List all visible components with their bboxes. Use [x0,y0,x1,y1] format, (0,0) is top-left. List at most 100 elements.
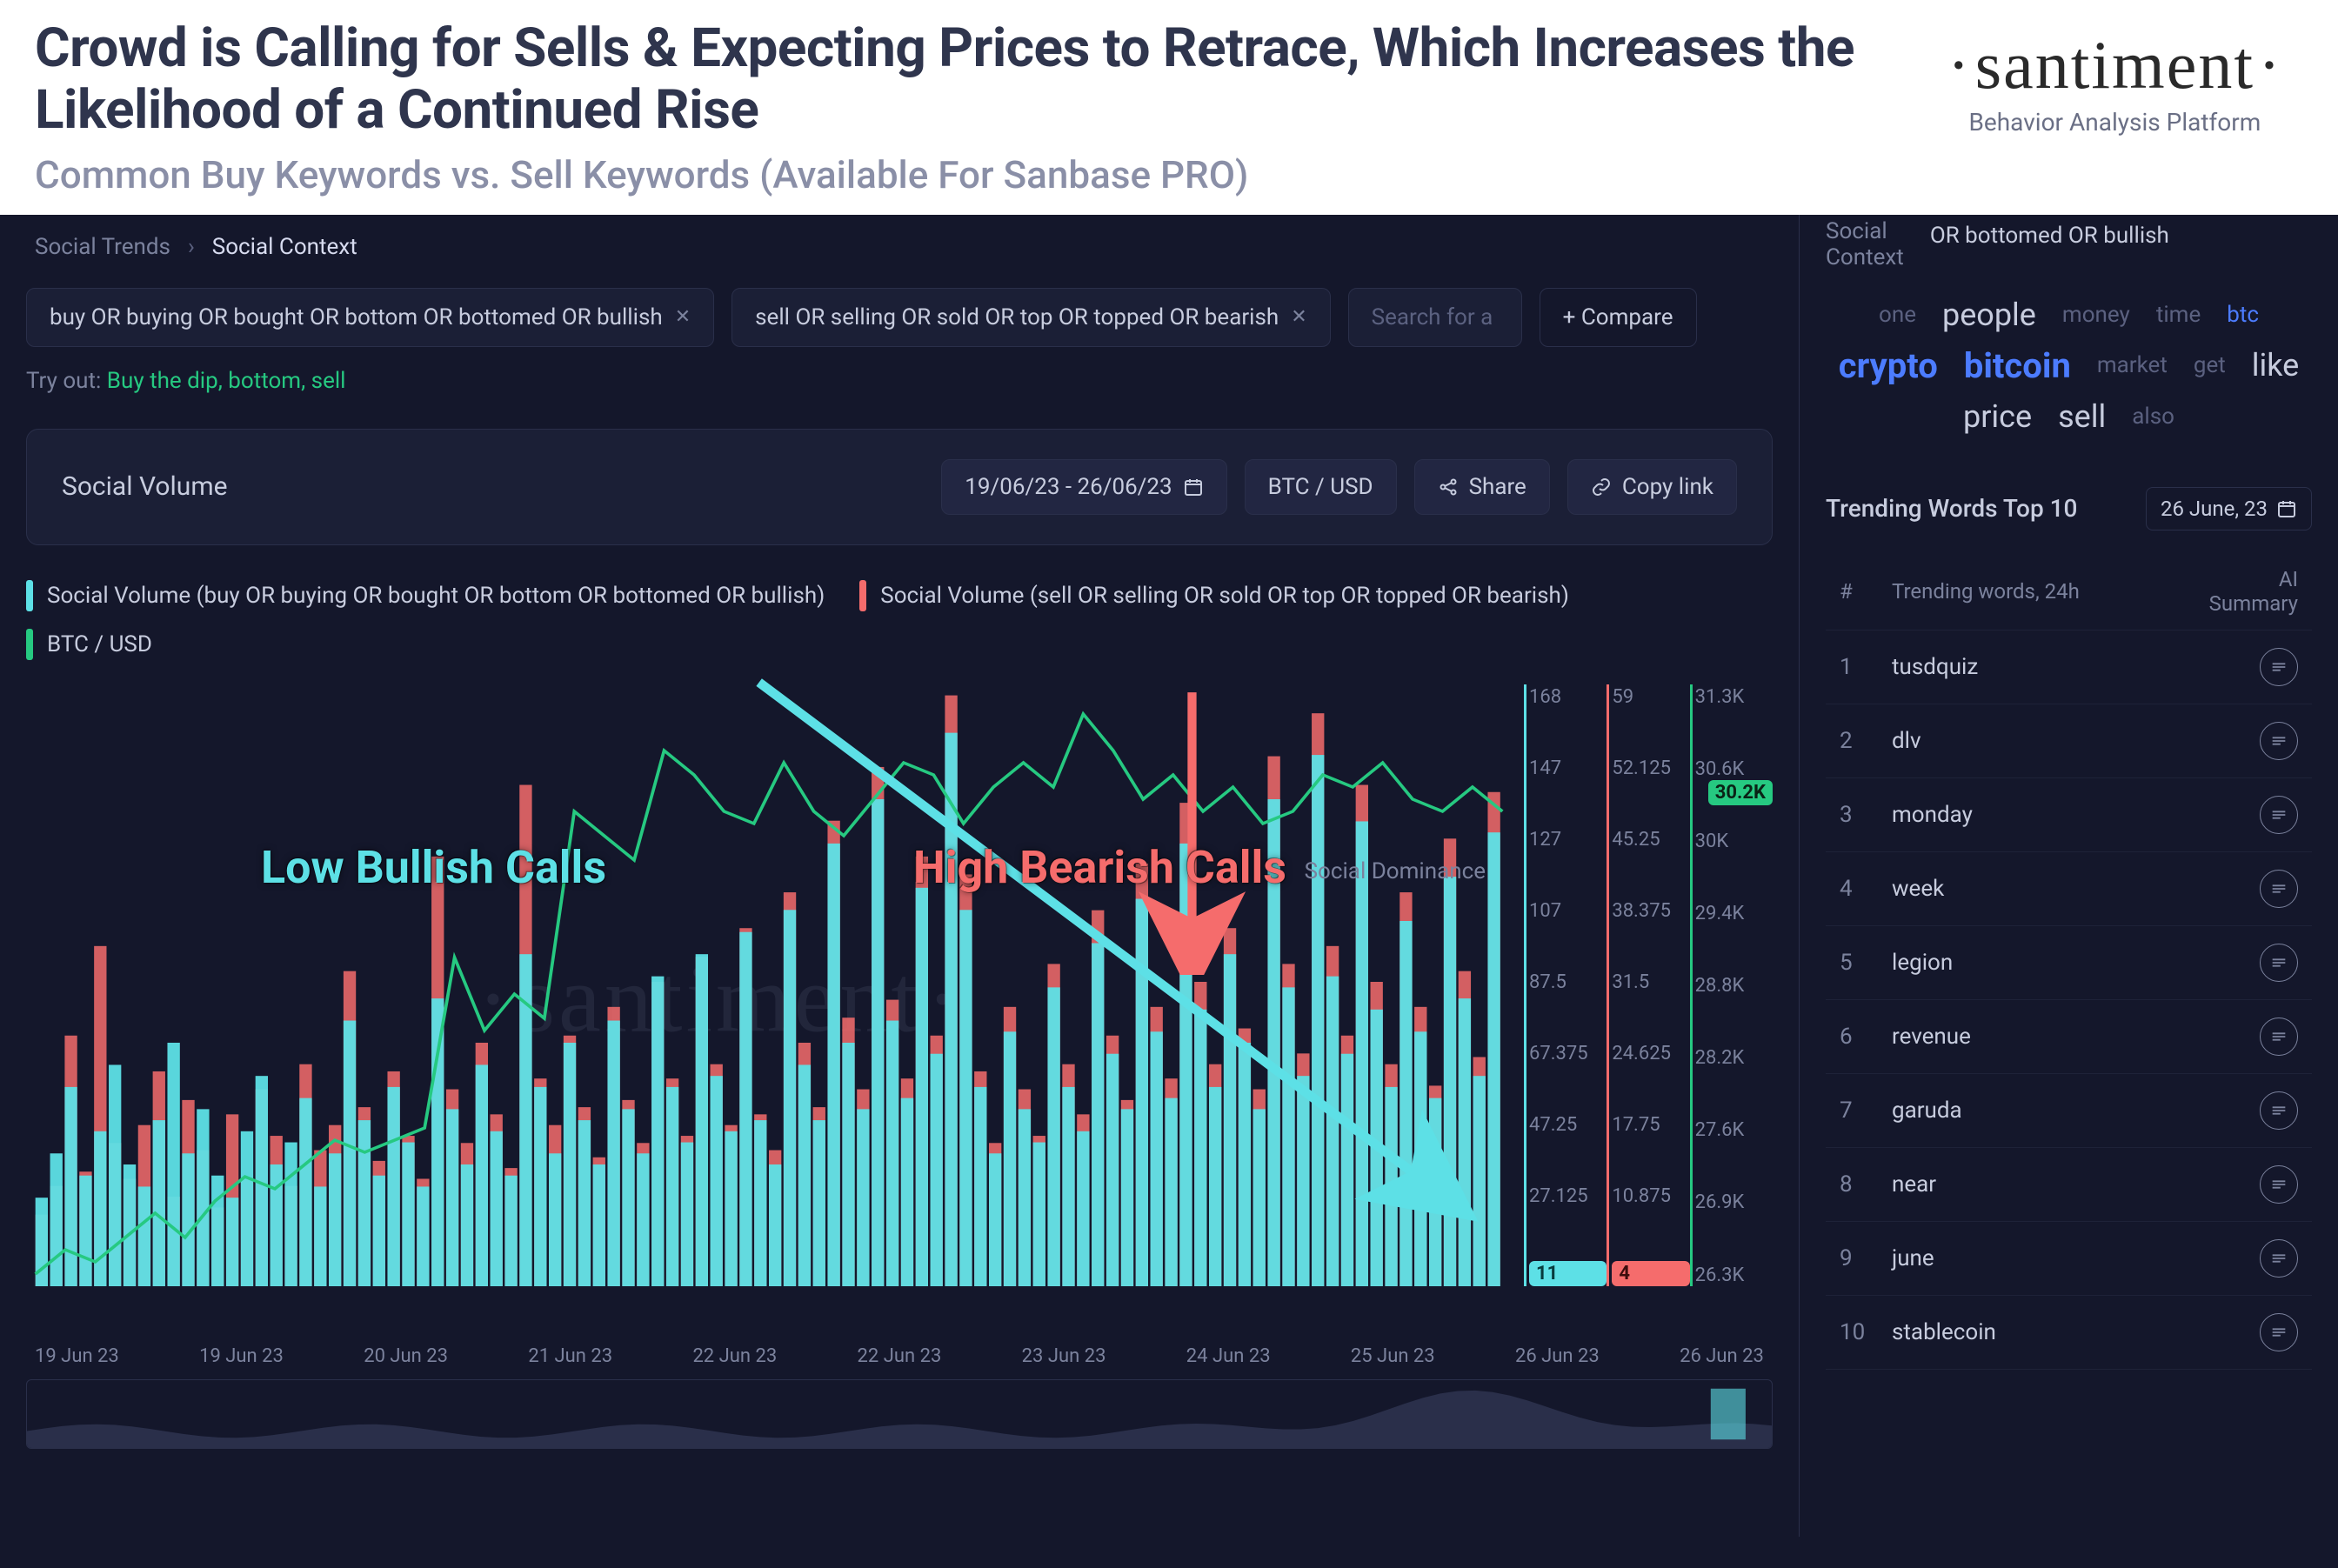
minimap-svg [27,1380,1772,1448]
ai-summary-icon[interactable] [2260,1091,2298,1130]
calendar-icon [1183,477,1204,497]
x-axis: 19 Jun 2319 Jun 2320 Jun 2321 Jun 2322 J… [26,1338,1773,1367]
row-index: 4 [1840,876,1874,902]
table-row[interactable]: 4 week [1826,852,2312,926]
page-header: Crowd is Calling for Sells & Expecting P… [0,0,2338,215]
tryout-label: Try out: [26,368,101,394]
table-row[interactable]: 1 tusdquiz [1826,631,2312,704]
calendar-icon [2276,498,2297,519]
table-row[interactable]: 8 near [1826,1148,2312,1222]
search-input[interactable]: Search for a [1348,288,1522,347]
copy-link-button[interactable]: Copy link [1567,459,1737,515]
y-axis-buy: 16814712710787.567.37547.2527.12511 [1529,677,1607,1338]
ai-summary-icon[interactable] [2260,1313,2298,1351]
breadcrumb-current: Social Context [212,234,357,260]
chart-svg [26,677,1512,1338]
compare-button[interactable]: + Compare [1540,288,1697,347]
query-pill-buy[interactable]: buy OR buying OR bought OR bottom OR bot… [26,288,714,347]
row-index: 2 [1840,728,1874,754]
row-index: 6 [1840,1024,1874,1050]
row-word: week [1892,876,2242,902]
trending-date-picker[interactable]: 26 June, 23 [2146,487,2312,530]
col-word: Trending words, 24h [1892,579,2176,604]
cloud-word[interactable]: market [2097,352,2168,378]
query-pill-sell[interactable]: sell OR selling OR sold OR top OR topped… [731,288,1331,347]
legend-price[interactable]: BTC / USD [26,629,152,660]
row-word: revenue [1892,1024,2242,1050]
table-row[interactable]: 2 dlv [1826,704,2312,778]
table-row[interactable]: 10 stablecoin [1826,1296,2312,1370]
ai-summary-icon[interactable] [2260,648,2298,686]
cloud-word[interactable]: price [1963,398,2032,435]
ai-summary-icon[interactable] [2260,944,2298,982]
ai-summary-icon[interactable] [2260,1165,2298,1204]
cloud-word[interactable]: also [2132,404,2174,430]
row-index: 7 [1840,1098,1874,1124]
ai-summary-icon[interactable] [2260,870,2298,908]
ai-summary-icon[interactable] [2260,796,2298,834]
chart-title: Social Volume [62,471,228,502]
share-icon [1438,477,1459,497]
row-index: 8 [1840,1171,1874,1198]
cloud-word[interactable]: time [2156,302,2201,328]
col-ai: AI Summary [2194,567,2298,616]
date-range-button[interactable]: 19/06/23 - 26/06/23 [941,459,1226,515]
row-word: tusdquiz [1892,654,2242,680]
close-icon[interactable]: ✕ [675,306,691,328]
row-index: 9 [1840,1245,1874,1271]
page-title: Crowd is Calling for Sells & Expecting P… [35,17,1944,142]
tryout-links[interactable]: Buy the dip, bottom, sell [107,368,346,394]
table-row[interactable]: 9 june [1826,1222,2312,1296]
col-idx: # [1840,579,1874,604]
chevron-right-icon: › [188,234,195,260]
side-context-query: OR bottomed OR bullish [1930,218,2169,270]
cloud-word[interactable]: sell [2058,398,2106,435]
word-cloud: one people money timebtc crypto bitcoin market… [1826,297,2312,435]
cloud-word[interactable]: crypto [1839,345,1938,386]
ai-summary-icon[interactable] [2260,722,2298,760]
close-icon[interactable]: ✕ [1291,306,1306,328]
row-word: dlv [1892,728,2242,754]
breadcrumb-root[interactable]: Social Trends [35,234,170,260]
row-index: 3 [1840,802,1874,828]
legend-sell[interactable]: Social Volume (sell OR selling OR sold O… [859,580,1569,611]
cloud-word[interactable]: btc [2227,302,2259,328]
row-word: june [1892,1245,2242,1271]
santiment-logo: santiment [1944,26,2286,104]
ai-summary-icon[interactable] [2260,1239,2298,1278]
chart-toolbar: Social Volume 19/06/23 - 26/06/23 BTC / … [26,429,1773,545]
legend-buy[interactable]: Social Volume (buy OR buying OR bought O… [26,580,825,611]
link-icon [1591,477,1612,497]
minimap[interactable] [26,1379,1773,1449]
pair-button[interactable]: BTC / USD [1245,459,1397,515]
logo-subtitle: Behavior Analysis Platform [1944,108,2286,137]
row-word: garuda [1892,1098,2242,1124]
query-pill-sell-text: sell OR selling OR sold OR top OR topped… [755,304,1279,330]
table-row[interactable]: 6 revenue [1826,1000,2312,1074]
y-axis-price: 31.3K30.6K30K29.4K28.8K28.2K27.6K26.9K26… [1695,677,1773,1338]
cloud-word[interactable]: like [2252,347,2300,384]
cloud-word[interactable]: bitcoin [1964,345,2071,386]
trending-title: Trending Words Top 10 [1826,494,2077,523]
cloud-word[interactable]: people [1942,297,2036,333]
table-row[interactable]: 5 legion [1826,926,2312,1000]
row-index: 5 [1840,950,1874,976]
chart-legend: Social Volume (buy OR buying OR bought O… [26,580,1773,611]
cloud-word[interactable]: one [1879,302,1916,328]
breadcrumb: Social Trends › Social Context [26,215,1773,279]
query-pill-buy-text: buy OR buying OR bought OR bottom OR bot… [50,304,663,330]
row-word: near [1892,1171,2242,1198]
page-subtitle: Common Buy Keywords vs. Sell Keywords (A… [35,152,1944,197]
main-chart[interactable]: santiment [26,677,1512,1338]
cloud-word[interactable]: money [2062,302,2130,328]
ai-summary-icon[interactable] [2260,1018,2298,1056]
side-context-label: SocialContext [1826,218,1904,270]
row-index: 10 [1840,1319,1874,1345]
table-row[interactable]: 7 garuda [1826,1074,2312,1148]
row-word: legion [1892,950,2242,976]
cloud-word[interactable]: get [2194,352,2226,378]
table-row[interactable]: 3 monday [1826,778,2312,852]
trending-table: # Trending words, 24h AI Summary 1 tusdq… [1826,553,2312,1370]
share-button[interactable]: Share [1414,459,1550,515]
row-word: stablecoin [1892,1319,2242,1345]
